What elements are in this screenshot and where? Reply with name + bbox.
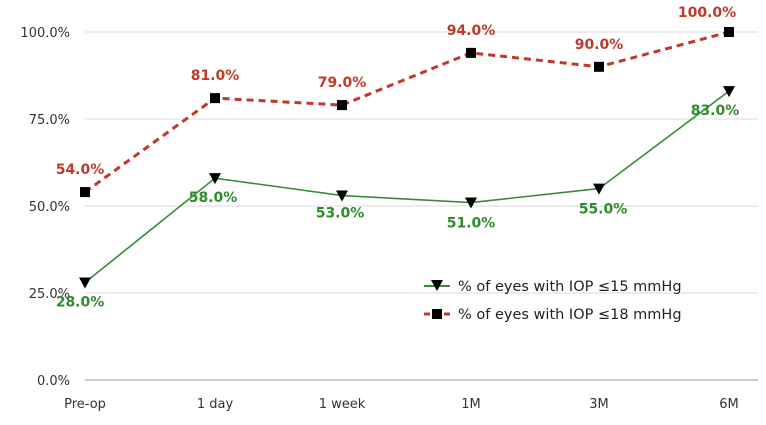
data-label: 81.0%: [191, 68, 240, 84]
data-point-marker: [593, 183, 605, 195]
y-tick-label: 25.0%: [29, 287, 70, 302]
series-line: [84, 30, 730, 194]
legend: % of eyes with IOP ≤15 mmHg % of eyes wi…: [424, 279, 682, 323]
data-point-marker: [336, 190, 348, 202]
data-point-marker: [594, 61, 604, 72]
gridlines: [85, 31, 758, 381]
legend-label-series-1: % of eyes with IOP ≤15 mmHg: [458, 279, 682, 295]
data-point-marker: [723, 86, 735, 98]
y-tick-label: 50.0%: [29, 200, 70, 215]
x-tick-label: 6M: [719, 397, 739, 412]
x-tick-label: 3M: [589, 397, 609, 412]
data-label: 90.0%: [575, 37, 624, 53]
x-tick-label: Pre-op: [64, 397, 106, 412]
data-label: 100.0%: [678, 5, 736, 21]
data-label: 58.0%: [189, 190, 238, 206]
data-label: 79.0%: [318, 75, 367, 91]
y-tick-label: 75.0%: [29, 113, 70, 128]
data-point-marker: [79, 277, 91, 289]
data-point-marker: [724, 27, 734, 37]
legend-marker-series-2: [432, 309, 442, 319]
legend-marker-series-1: [431, 280, 443, 291]
legend-label-series-2: % of eyes with IOP ≤18 mmHg: [458, 307, 682, 323]
x-tick-label: 1 day: [197, 397, 234, 412]
y-tick-label: 0.0%: [37, 374, 70, 389]
data-point-marker: [209, 173, 221, 185]
data-labels: 28.0% 58.0% 53.0% 51.0% 55.0% 83.0% 54.0% 81.0%…: [56, 5, 740, 311]
data-label: 94.0%: [447, 23, 496, 39]
y-tick-label: 100.0%: [20, 26, 70, 41]
data-label: 53.0%: [316, 206, 365, 222]
x-tick-label: 1 week: [319, 397, 366, 412]
data-label: 83.0%: [691, 103, 740, 119]
data-label: 51.0%: [447, 216, 496, 232]
series-lines: [84, 30, 730, 284]
data-point-marker: [210, 93, 220, 104]
x-axis-ticks: Pre-op 1 day 1 week 1M 3M 6M: [64, 397, 739, 412]
y-axis-ticks: 0.0% 25.0% 50.0% 75.0% 100.0%: [20, 26, 70, 389]
x-tick-label: 1M: [461, 397, 481, 412]
data-label: 55.0%: [579, 202, 628, 218]
data-label: 54.0%: [56, 162, 105, 178]
data-point-marker: [466, 47, 476, 58]
data-point-marker: [465, 197, 477, 209]
series-line: [84, 90, 730, 284]
data-label: 28.0%: [56, 295, 105, 311]
series-markers: [79, 27, 735, 289]
data-point-marker: [80, 187, 90, 198]
data-point-marker: [337, 100, 347, 111]
